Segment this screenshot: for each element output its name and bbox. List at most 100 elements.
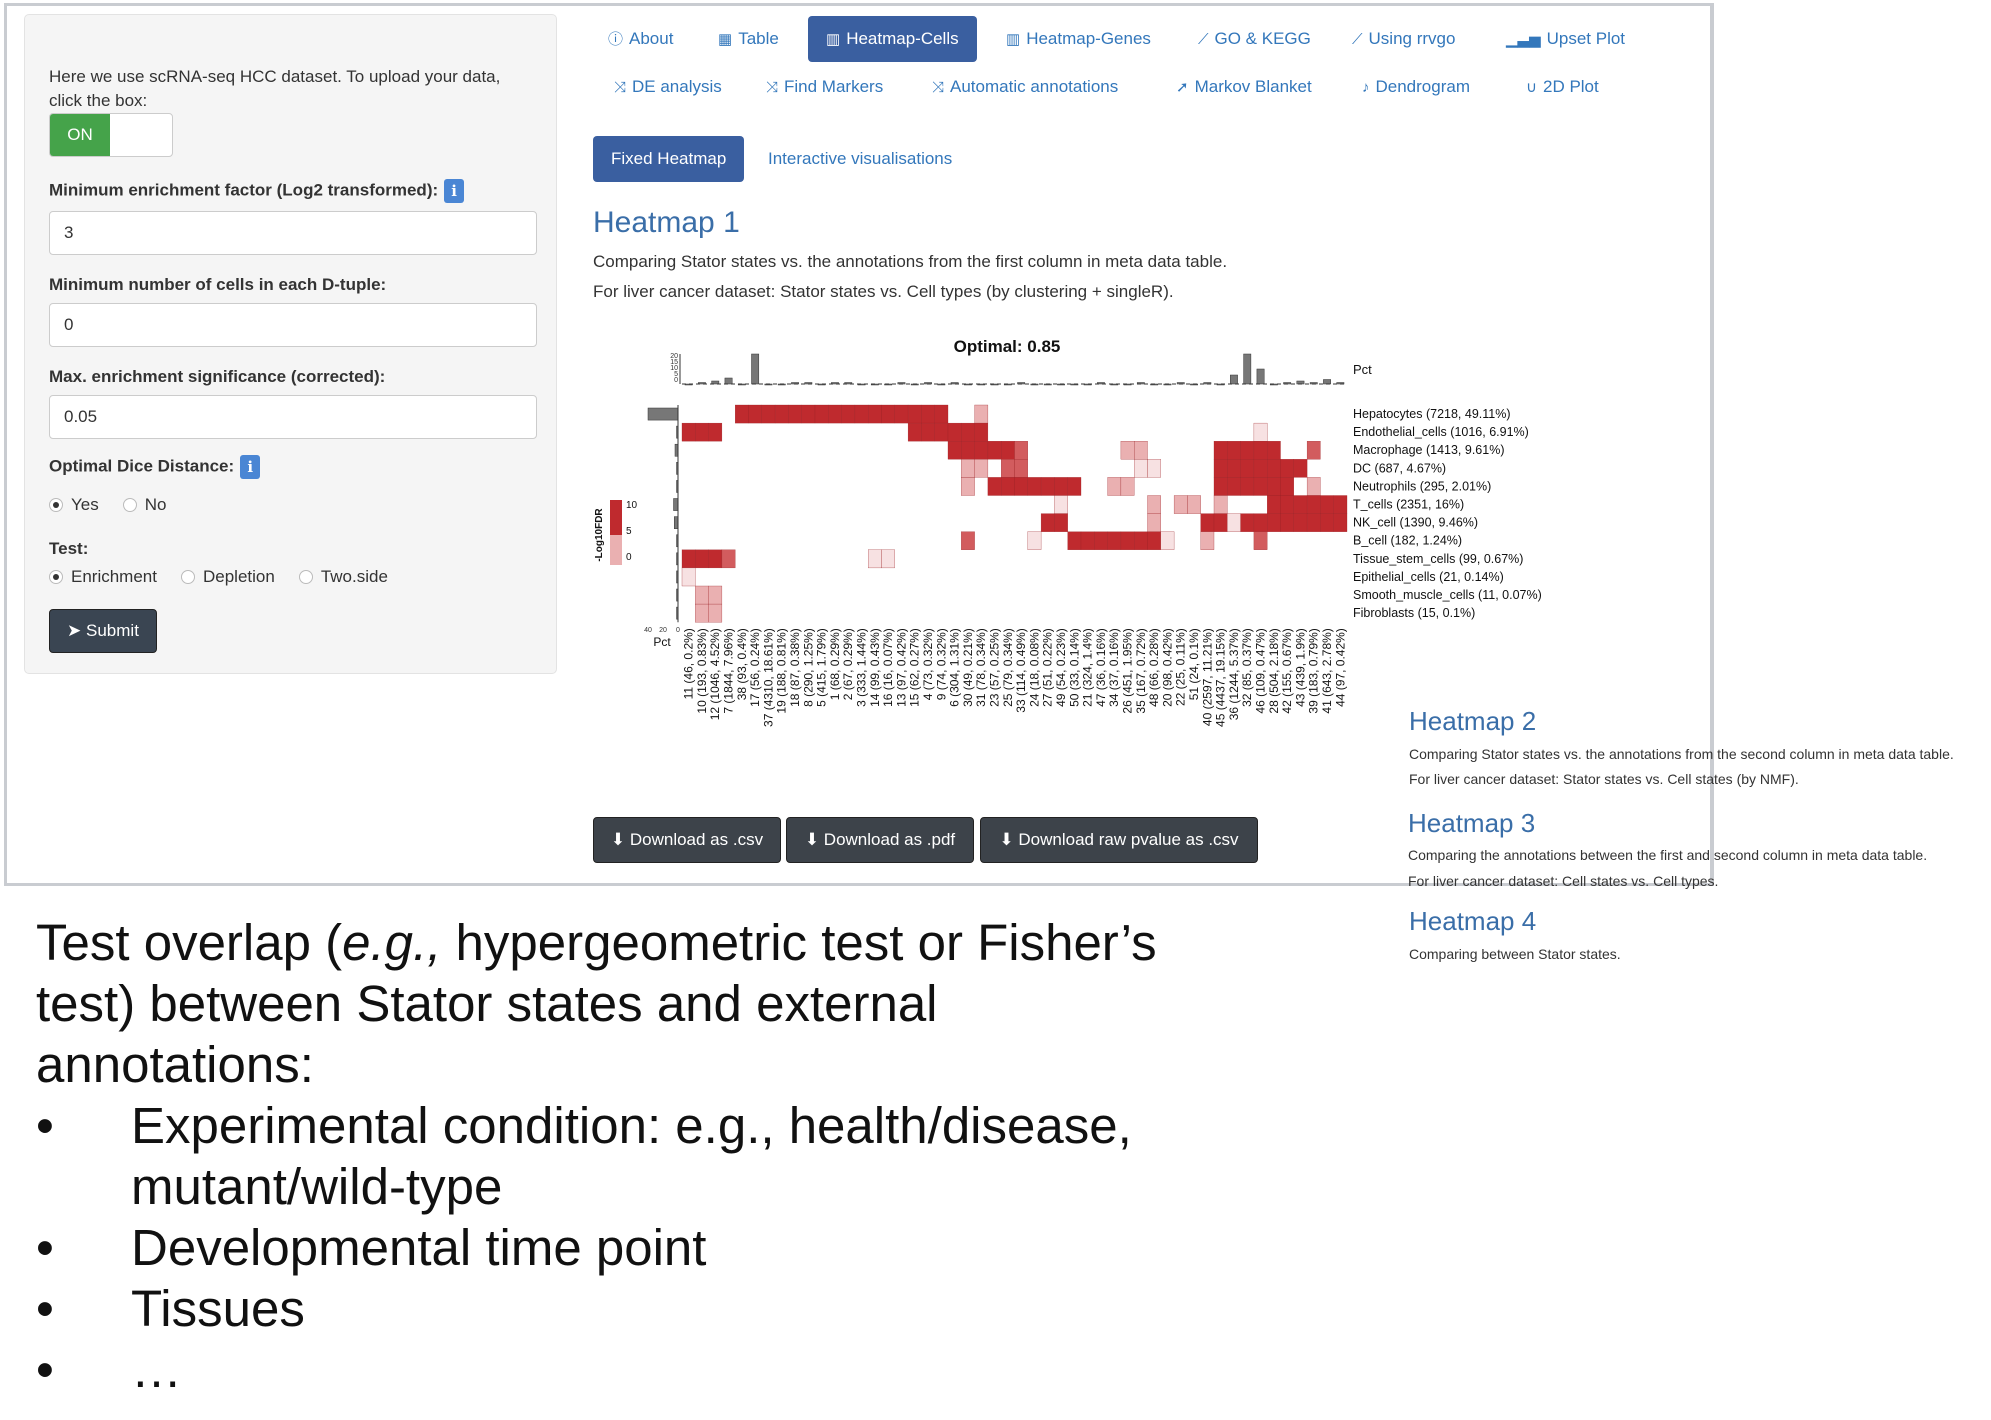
- row-label: Endothelial_cells (1016, 6.91%): [1353, 425, 1529, 439]
- column-label: 34 (37, 0.16%): [1107, 628, 1121, 707]
- heatmap4-desc1: Comparing between Stator states.: [1409, 946, 1621, 962]
- heatmap-cell: [1213, 459, 1228, 478]
- test-radio-group: Enrichment Depletion Two.side: [49, 567, 412, 587]
- radio-button[interactable]: [49, 570, 63, 584]
- column-label: 27 (51, 0.22%): [1041, 628, 1055, 707]
- tab-label: GO & KEGG: [1214, 29, 1311, 48]
- heatmap-cell: [1134, 459, 1148, 478]
- heatmap-cell: [894, 404, 909, 424]
- heatmap-cell: [961, 459, 975, 478]
- heatmap-cell: [1014, 477, 1028, 496]
- heatmap-cell: [1267, 495, 1281, 514]
- column-label: 46 (109, 0.47%): [1254, 628, 1268, 713]
- heatmap-cell: [961, 531, 975, 550]
- upload-toggle[interactable]: ON: [49, 113, 173, 157]
- tab-2d-plot[interactable]: ∪ 2D Plot: [1526, 64, 1599, 110]
- radio-label: No: [144, 495, 167, 514]
- radio-button[interactable]: [180, 570, 195, 584]
- download-icon: ⬇: [804, 830, 824, 849]
- heatmap1-title: Heatmap 1: [593, 206, 740, 239]
- tab-dendrogram[interactable]: ♪ Dendrogram: [1362, 64, 1470, 110]
- column-label: 8 (290, 1.25%): [801, 628, 815, 707]
- heatmap-cell: [708, 422, 723, 442]
- heatmap-cell: [1054, 513, 1068, 532]
- heatmap-cell: [1001, 441, 1015, 460]
- heatmap-cell: [1306, 441, 1321, 460]
- min-cells-input[interactable]: 0: [49, 303, 537, 347]
- tab-about[interactable]: ⓘ About: [608, 16, 673, 62]
- heatmap-cell: [947, 441, 962, 460]
- max-significance-input[interactable]: 0.05: [49, 395, 537, 439]
- heatmap2-title: Heatmap 2: [1409, 706, 1537, 736]
- tab-label: Heatmap-Genes: [1026, 29, 1151, 48]
- tab-markov-blanket[interactable]: ➚ Markov Blanket: [1176, 64, 1312, 110]
- text-line: annotations:: [36, 1036, 314, 1093]
- radio-two-side[interactable]: Two.side: [298, 567, 388, 587]
- submit-label: Submit: [86, 621, 139, 640]
- radio-yes[interactable]: Yes: [49, 495, 99, 515]
- column-label: 28 (504, 2.18%): [1267, 628, 1281, 713]
- heatmap-cell: [814, 404, 829, 424]
- tab-find-markers[interactable]: ⤨ Find Markers: [766, 64, 883, 110]
- row-label: Smooth_muscle_cells (11, 0.07%): [1353, 588, 1542, 602]
- radio-depletion[interactable]: Depletion: [180, 567, 275, 587]
- column-label: 15 (62, 0.27%): [908, 628, 922, 707]
- line-chart-icon: ⟋: [1352, 31, 1363, 48]
- heatmap-cell: [1320, 513, 1334, 532]
- radio-button[interactable]: [122, 498, 137, 512]
- tab-de-analysis[interactable]: ⤨ DE analysis: [614, 64, 722, 110]
- bullet-glyph: •: [36, 1219, 54, 1276]
- tab-go-kegg[interactable]: ⟋ GO & KEGG: [1198, 16, 1311, 62]
- download-pdf-button[interactable]: ⬇ Download as .pdf: [786, 817, 974, 863]
- radio-button[interactable]: [298, 570, 313, 584]
- heatmap-cell: [1240, 513, 1255, 532]
- magnet-icon: ∪: [1526, 79, 1537, 96]
- column-label: 31 (78, 0.34%): [974, 628, 988, 707]
- radio-button[interactable]: [49, 498, 63, 512]
- subtab-interactive[interactable]: Interactive visualisations: [768, 149, 953, 168]
- top-bar: [844, 382, 853, 385]
- top-bar: [711, 380, 720, 385]
- tab-heatmap-genes[interactable]: ▥ Heatmap-Genes: [1006, 16, 1151, 62]
- top-bar: [1256, 368, 1265, 385]
- info-icon[interactable]: i: [240, 455, 261, 479]
- radio-enrichment[interactable]: Enrichment: [49, 567, 157, 587]
- heatmap-cell: [1107, 531, 1122, 550]
- top-bar: [751, 353, 760, 385]
- heatmap-cell: [774, 404, 789, 424]
- column-label: 5 (415, 1.79%): [815, 628, 829, 707]
- tab-upset-plot[interactable]: ▁▃▅ Upset Plot: [1506, 16, 1625, 62]
- download-raw-pvalue-button[interactable]: ⬇ Download raw pvalue as .csv: [980, 817, 1258, 863]
- column-label: 1 (68, 0.29%): [828, 628, 842, 700]
- heatmap-cell: [1267, 477, 1281, 496]
- tab-automatic-annotations[interactable]: ⤨ Automatic annotations: [932, 64, 1118, 110]
- info-icon[interactable]: i: [444, 179, 465, 203]
- heatmap-cell: [1253, 477, 1268, 496]
- tab-label: About: [629, 29, 674, 48]
- heatmap-cell: [1067, 477, 1082, 496]
- tab-table[interactable]: ▦ Table: [718, 16, 779, 62]
- legend-tick: 0: [626, 552, 632, 563]
- heatmap-cell: [1253, 459, 1268, 478]
- radio-label: Two.side: [320, 567, 388, 586]
- tab-using-rrvgo[interactable]: ⟋ Using rrvgo: [1352, 16, 1455, 62]
- heatmap-cell: [1213, 513, 1228, 532]
- download-csv-button[interactable]: ⬇ Download as .csv: [593, 817, 781, 863]
- heatmap-cell: [1134, 531, 1148, 550]
- column-label: 4 (73, 0.32%): [921, 628, 935, 700]
- bullet-item: • Experimental condition: e.g., health/di…: [36, 1095, 1216, 1156]
- min-enrichment-input[interactable]: 3: [49, 211, 537, 255]
- column-label: 3 (333, 1.44%): [855, 628, 869, 707]
- radio-no[interactable]: No: [122, 495, 167, 515]
- submit-button[interactable]: ➤ Submit: [49, 609, 157, 653]
- heatmap-cell: [1094, 531, 1108, 550]
- column-label: 26 (451, 1.95%): [1121, 628, 1135, 713]
- heatmap-cell: [1200, 531, 1215, 550]
- column-label: 32 (85, 0.37%): [1240, 628, 1254, 707]
- heatmap-cell: [974, 441, 989, 460]
- top-axis-tick: 10: [670, 365, 678, 372]
- tab-heatmap-cells[interactable]: ▥ Heatmap-Cells: [808, 16, 977, 62]
- row-label: DC (687, 4.67%): [1353, 461, 1446, 475]
- tab-label: DE analysis: [632, 77, 722, 96]
- subtab-fixed-heatmap[interactable]: Fixed Heatmap: [593, 136, 745, 182]
